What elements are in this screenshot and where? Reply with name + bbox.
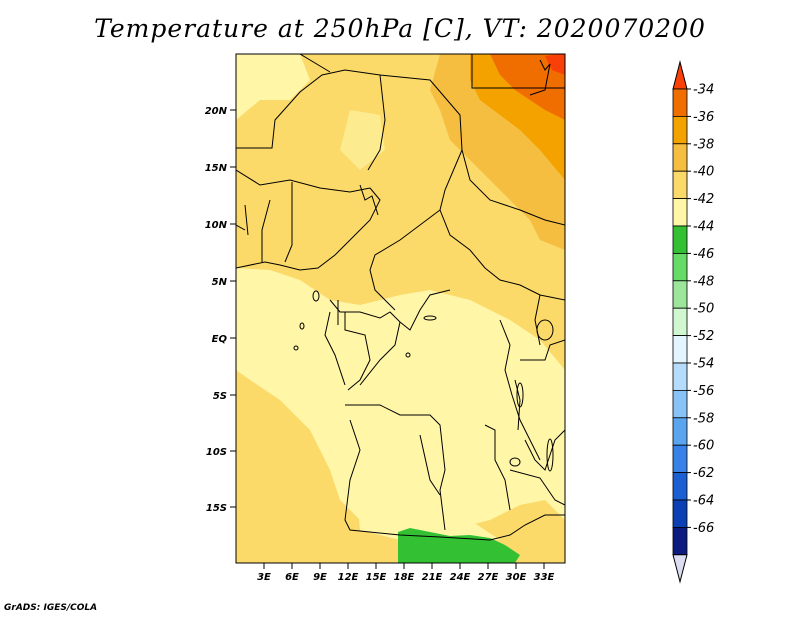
legend-label: -42 [693,192,714,207]
legend-swatch [672,362,688,391]
color-legend: -34 -36 -38 -40 -42 -44 -46 -48 -50 -52 -54 -56 -58 -… [672,60,714,584]
legend-swatch [672,170,688,199]
lake-outlines [293,290,554,472]
field-pale-west [236,268,565,540]
lat-labels: 20N 15N 10N 5N EQ 5S 10S 15S [205,106,228,514]
legend-swatch [672,252,688,282]
legend-swatch [672,198,688,227]
field-darker-south [236,420,345,563]
field-pale-north-2 [340,110,385,170]
lon-label: 18E [394,572,415,583]
lon-label: 24E [450,572,471,583]
legend-swatch [672,280,688,309]
lon-label: 12E [338,572,359,583]
lat-label: EQ [212,334,228,345]
field-pale-north [236,54,310,120]
legend-label: -64 [693,494,714,509]
legend-arrow-bottom [672,554,688,584]
legend-label: -46 [693,247,714,262]
legend-label: -60 [693,439,714,454]
lon-label: 3E [257,572,271,583]
lat-label: 10S [206,447,227,458]
legend-swatch [672,444,688,474]
lat-ticks [230,109,236,508]
lon-label: 15E [366,572,387,583]
map-title: Temperature at 250hPa [C], VT: 202007020… [94,14,706,43]
lat-label: 5N [212,277,228,288]
lat-label: 15N [205,163,228,174]
map-frame [235,53,566,564]
legend-label: -34 [693,83,714,98]
legend-label: -36 [693,110,714,125]
legend-label: -62 [693,466,714,481]
lon-label: 21E [422,572,443,583]
legend-label: -56 [693,384,714,399]
lon-label: 9E [313,572,327,583]
legend-label: -50 [693,302,714,317]
legend-swatch [672,389,688,419]
legend-label: -44 [693,220,714,235]
legend-swatch [672,417,688,446]
lon-label: 33E [534,572,555,583]
legend-swatch [672,499,688,528]
lon-ticks [263,563,545,569]
lon-label: 6E [285,572,299,583]
lat-label: 15S [206,503,227,514]
credit-label: GrADS: IGES/COLA [4,603,98,613]
legend-swatch [672,143,688,172]
legend-label: -38 [693,137,714,152]
field-c34-northeast [545,54,565,75]
legend-swatch [672,116,688,145]
legend-swatch [672,527,688,556]
lat-label: 5S [213,391,227,402]
legend-label: -66 [693,521,714,536]
legend-swatch [672,472,688,501]
legend-swatch [672,88,688,117]
legend-label: -52 [693,329,714,344]
legend-swatch [672,335,688,364]
legend-swatch [672,225,688,254]
country-borders [236,54,565,541]
legend-label: -54 [693,357,714,372]
field-pale-south [350,420,500,540]
legend-label: -58 [693,411,714,426]
legend-label: -48 [693,274,714,289]
lat-label: 10N [205,220,228,231]
temperature-map: 20N 15N 10N 5N EQ 5S 10S 15S 3E 6E 9E 12… [205,53,566,583]
lat-label: 20N [205,106,228,117]
lon-label: 27E [478,572,499,583]
field-c36-northeast [490,54,565,120]
legend-swatch [672,307,688,337]
legend-label: -40 [693,165,714,180]
lon-label: 30E [506,572,527,583]
lon-labels: 3E 6E 9E 12E 15E 18E 21E 24E 27E 30E 33E [257,572,554,583]
legend-arrow-top [672,60,688,90]
